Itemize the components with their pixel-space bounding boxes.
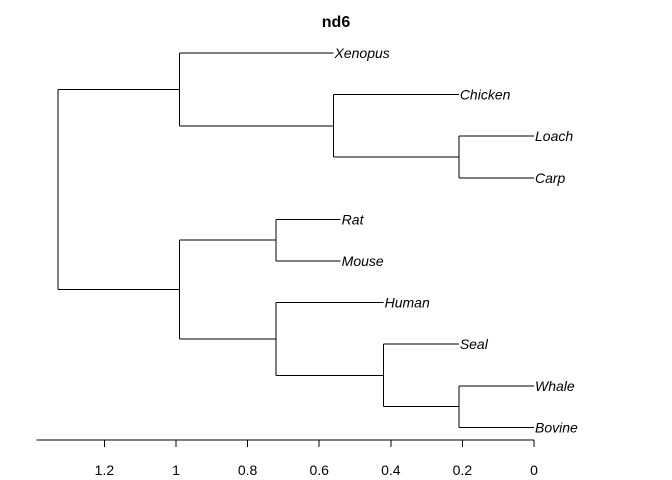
chart-title: nd6 xyxy=(322,14,351,31)
x-tick-label: 0 xyxy=(530,462,538,478)
x-tick-label: 0.4 xyxy=(381,462,401,478)
leaf-label-xenopus: Xenopus xyxy=(334,45,390,61)
leaf-label-carp: Carp xyxy=(535,170,566,186)
x-tick-label: 1 xyxy=(172,462,180,478)
leaf-label-bovine: Bovine xyxy=(535,419,578,435)
leaf-label-human: Human xyxy=(385,295,430,311)
x-tick-label: 0.2 xyxy=(453,462,473,478)
leaf-label-whale: Whale xyxy=(535,378,575,394)
leaf-label-rat: Rat xyxy=(342,211,365,227)
leaf-label-chicken: Chicken xyxy=(460,87,511,103)
leaf-labels: Xenopus Chicken Loach Carp Rat Mouse Human Seal… xyxy=(334,45,579,435)
x-tick-label: 0.6 xyxy=(309,462,329,478)
leaf-label-loach: Loach xyxy=(535,128,573,144)
leaf-label-mouse: Mouse xyxy=(342,253,384,269)
x-tick-label: 0.8 xyxy=(238,462,258,478)
x-tick-label: 1.2 xyxy=(95,462,115,478)
tree-edges xyxy=(57,52,534,428)
x-axis: 1.2 1 0.8 0.6 0.4 0.2 0 xyxy=(36,439,538,478)
leaf-label-seal: Seal xyxy=(460,336,489,352)
